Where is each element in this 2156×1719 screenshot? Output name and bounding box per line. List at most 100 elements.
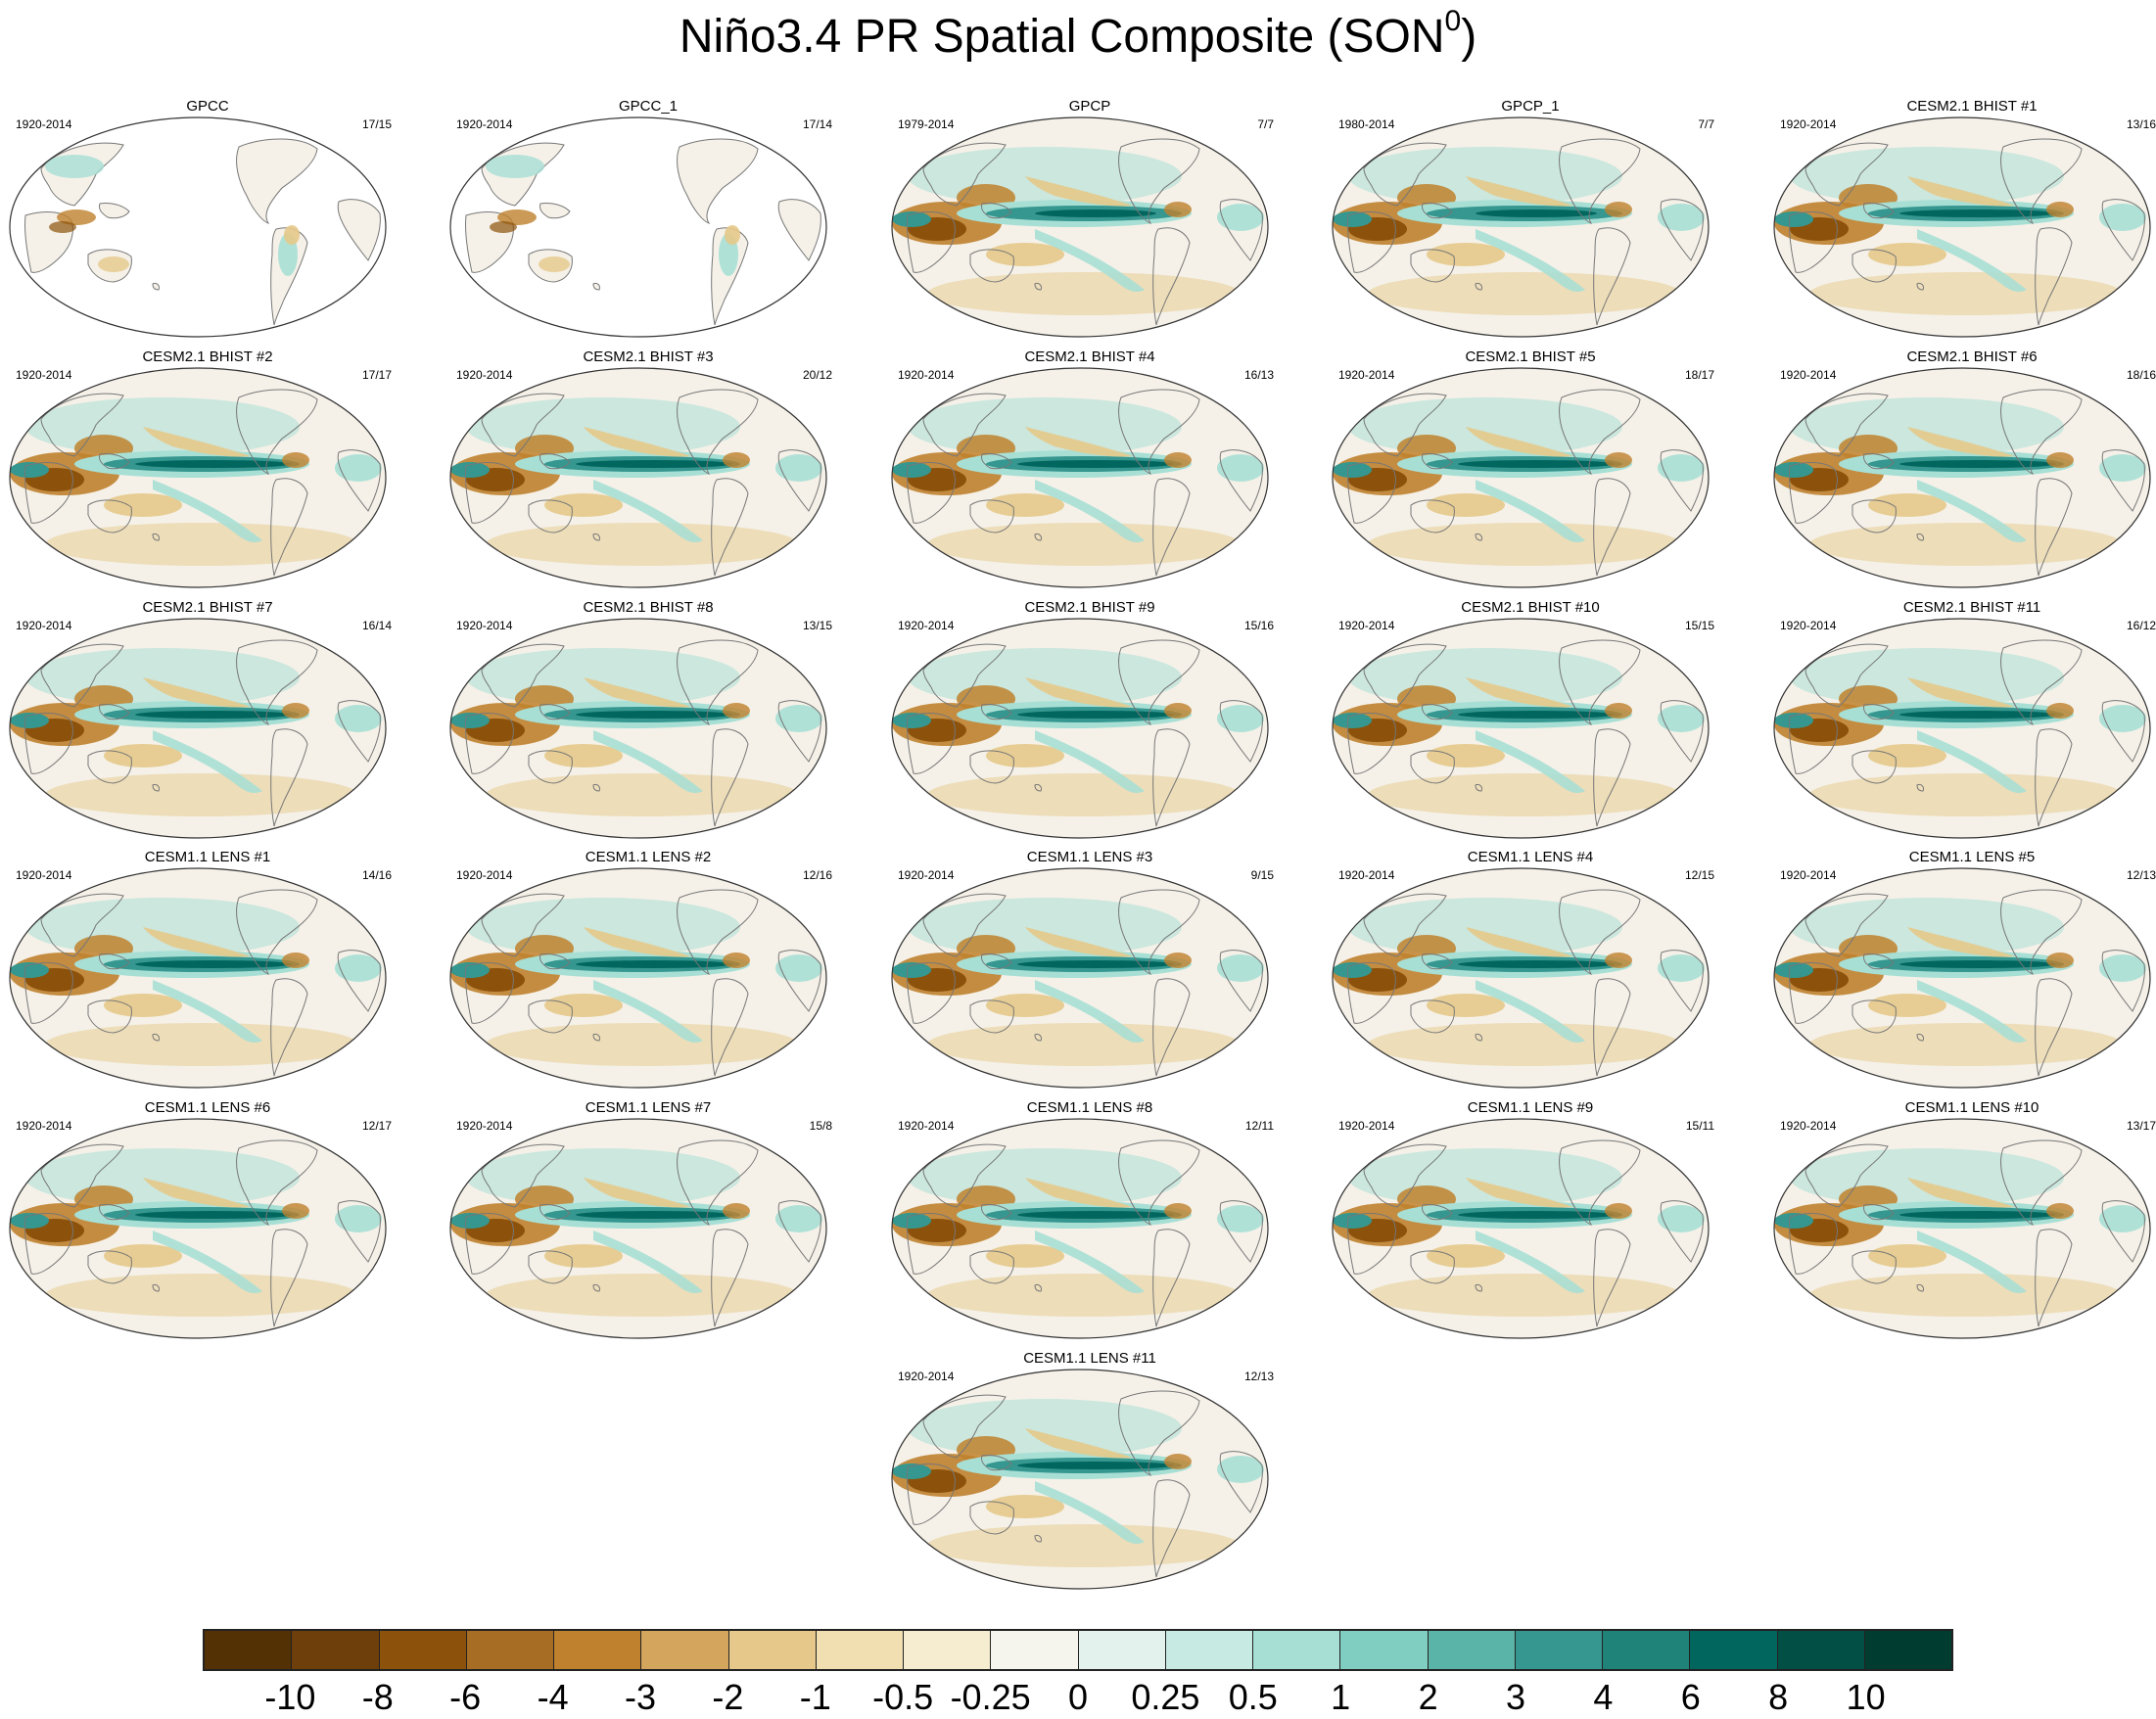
colorbar-swatch	[554, 1631, 642, 1669]
wet-anomaly	[450, 962, 490, 978]
dry-anomaly	[490, 221, 517, 233]
panel-event-count: 18/16	[2126, 368, 2156, 382]
wet-anomaly	[1333, 962, 1372, 978]
wet-anomaly	[1017, 960, 1174, 968]
coastline	[40, 893, 124, 957]
coastline	[1034, 534, 1042, 541]
coastline	[1410, 999, 1455, 1034]
wet-anomaly	[1348, 147, 1622, 206]
coastline	[2118, 1145, 2147, 1174]
dry-anomaly	[1907, 1178, 2015, 1208]
coastline	[777, 700, 821, 763]
figure-title: Niño3.4 PR Spatial Composite (SON0)	[0, 6, 2156, 69]
colorbar-tick-label: -3	[624, 1677, 657, 1717]
panel-title: CESM1.1 LENS #2	[585, 849, 712, 865]
dry-anomaly	[1164, 202, 1192, 217]
continent-shape	[777, 199, 821, 261]
panel-event-count: 16/14	[361, 619, 392, 632]
dry-anomaly	[486, 1274, 799, 1317]
map-border	[449, 867, 827, 1089]
map-panel: GPCC 1920-2014 17/15	[6, 98, 409, 348]
panel-years: 1920-2014	[456, 619, 513, 632]
coastline	[2118, 144, 2147, 172]
dry-anomaly	[1368, 272, 1681, 315]
coastline	[1034, 1284, 1042, 1292]
coastline	[2035, 1229, 2073, 1327]
wet-anomaly	[153, 1231, 262, 1293]
globe-map	[1773, 618, 2151, 839]
wet-anomaly	[892, 713, 931, 728]
coastline	[1789, 1213, 1838, 1275]
coastline	[1660, 950, 1704, 1012]
title-superscript: 0	[1444, 5, 1462, 37]
wet-anomaly	[1476, 1231, 1585, 1293]
map-panel: GPCC_1 1920-2014 17/14	[446, 98, 850, 348]
panel-years: 1920-2014	[898, 1119, 955, 1133]
wet-anomaly	[450, 1213, 490, 1229]
coastline	[1863, 704, 1895, 720]
coastline	[528, 1250, 573, 1284]
colorbar-tick-label: 4	[1593, 1677, 1614, 1717]
panel-title: CESM1.1 LENS #1	[144, 849, 271, 865]
map-panel: GPCP 1979-2014 7/7	[888, 98, 1291, 348]
coastline	[2035, 978, 2073, 1077]
dry-anomaly	[1466, 1178, 1573, 1208]
map-border	[1773, 1118, 2151, 1339]
dry-anomaly	[1605, 452, 1632, 468]
dry-anomaly	[143, 677, 251, 708]
panel-title: CESM1.1 LENS #3	[1026, 849, 1153, 865]
globe-map	[9, 116, 387, 338]
coastline	[969, 999, 1014, 1034]
dry-anomaly	[584, 427, 691, 457]
colorbar-tick-label: -1	[799, 1677, 831, 1717]
wet-anomaly	[2099, 454, 2146, 482]
wet-anomaly	[1035, 1481, 1145, 1544]
wet-anomaly	[1017, 1462, 1174, 1469]
wet-anomaly	[1790, 648, 2064, 707]
wet-anomaly	[1458, 960, 1615, 968]
coastline	[981, 1204, 1012, 1221]
panel-title: CESM1.1 LENS #8	[1026, 1099, 1153, 1116]
title-close: )	[1461, 11, 1477, 63]
map-border	[449, 116, 827, 338]
coastline	[2101, 700, 2145, 763]
dry-anomaly	[544, 744, 623, 767]
coastline	[1347, 211, 1396, 273]
panel-title: CESM2.1 BHIST #9	[1024, 599, 1155, 616]
dry-anomaly	[1164, 703, 1192, 719]
globe-map	[449, 367, 827, 588]
map-border	[891, 116, 1269, 338]
coastline	[981, 1455, 1012, 1471]
coastline	[2000, 389, 2083, 475]
coastline	[1916, 1034, 1924, 1042]
panel-years: 1920-2014	[16, 1119, 72, 1133]
dry-anomaly	[143, 927, 251, 957]
colorbar-tick-label: -0.25	[950, 1677, 1031, 1717]
panel-years: 1920-2014	[456, 117, 513, 131]
globe-map	[449, 618, 827, 839]
dry-anomaly	[1868, 744, 1946, 767]
coastline	[1916, 1284, 1924, 1292]
coastline	[1422, 704, 1453, 720]
coastline	[236, 1139, 318, 1226]
dry-anomaly	[1164, 1203, 1192, 1219]
panel-title: CESM1.1 LENS #9	[1467, 1099, 1594, 1116]
coastline	[1236, 1396, 1265, 1424]
dry-anomaly	[1605, 1203, 1632, 1219]
map-border	[449, 367, 827, 588]
wet-anomaly	[576, 711, 732, 719]
coastline	[353, 895, 383, 923]
panel-years: 1920-2014	[1780, 868, 1837, 882]
panel-years: 1920-2014	[1338, 1119, 1395, 1133]
panel-years: 1920-2014	[16, 368, 72, 382]
coastline	[1916, 784, 1924, 792]
globe-map	[891, 1118, 1269, 1339]
dry-anomaly	[1868, 1244, 1946, 1268]
coastline	[981, 953, 1012, 970]
panel-event-count: 17/14	[802, 117, 832, 131]
coastline	[270, 478, 308, 577]
title-text: Niño3.4 PR Spatial Composite (SON	[679, 11, 1445, 63]
dry-anomaly	[1809, 1023, 2123, 1066]
coastline	[1152, 227, 1191, 326]
coastline	[677, 889, 759, 975]
